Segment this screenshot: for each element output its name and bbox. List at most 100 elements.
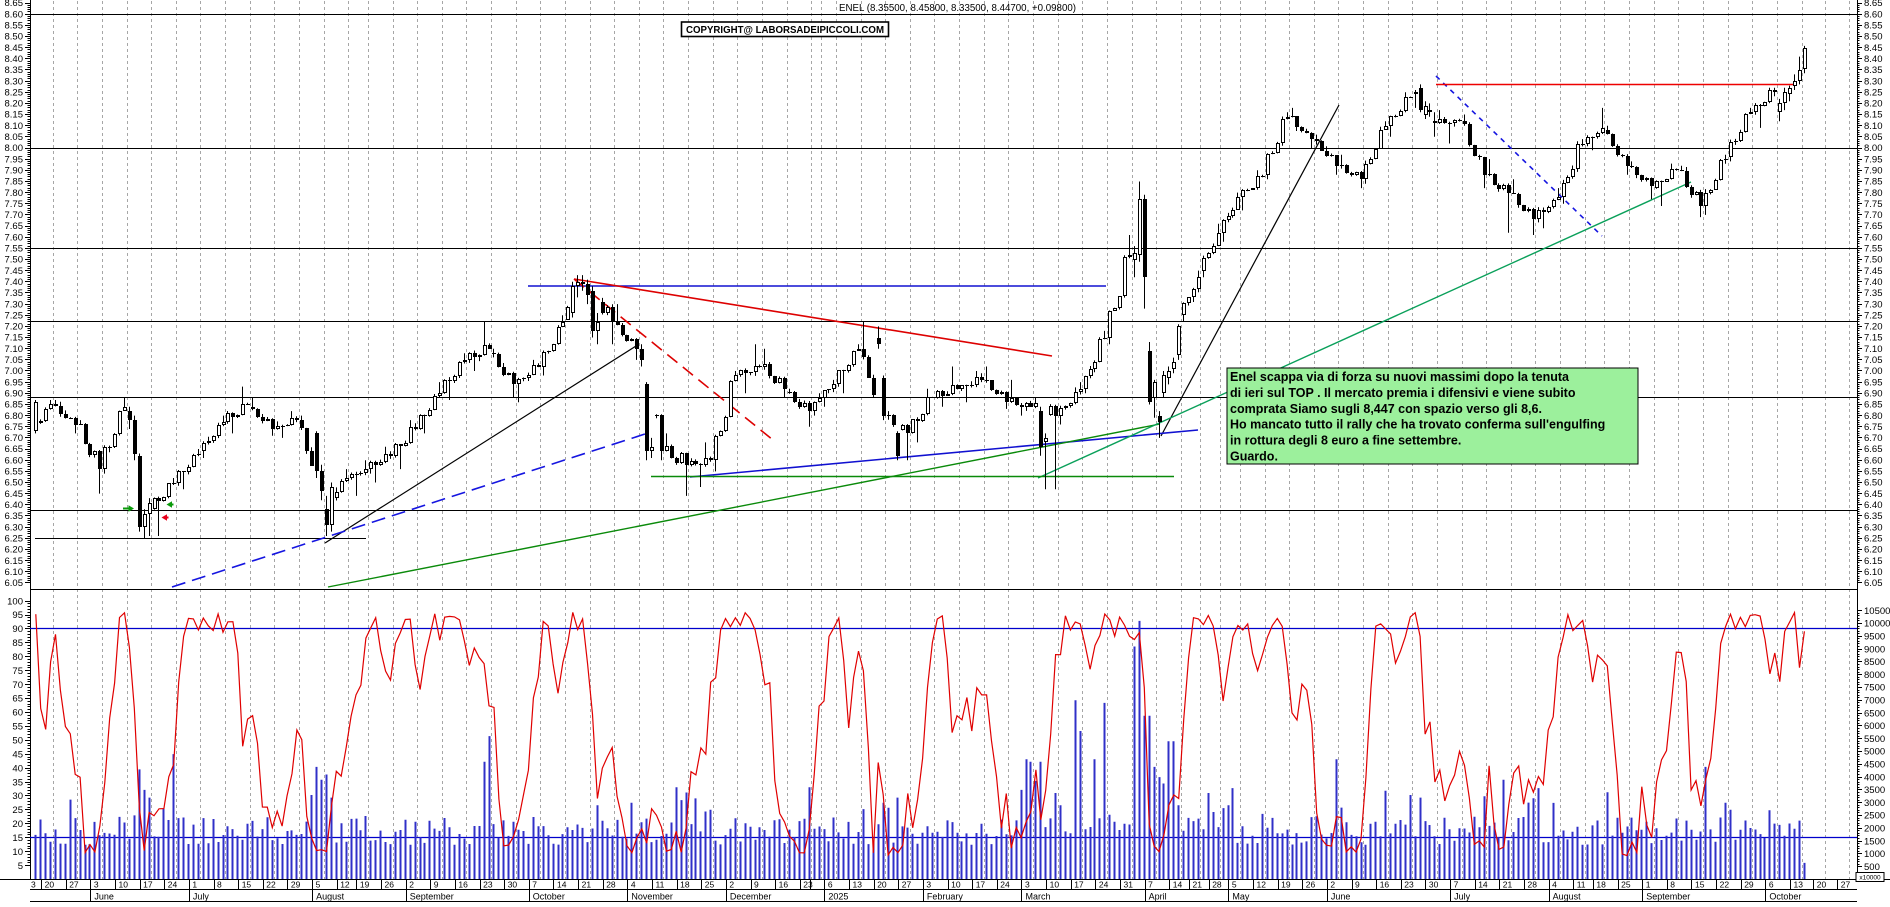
svg-text:29: 29 <box>1744 880 1754 890</box>
svg-text:3000: 3000 <box>1864 798 1885 809</box>
svg-text:6.80: 6.80 <box>1864 411 1883 422</box>
svg-text:8.40: 8.40 <box>5 54 24 65</box>
svg-text:8.45: 8.45 <box>5 43 24 54</box>
svg-text:June: June <box>94 891 114 901</box>
svg-text:10500: 10500 <box>1864 606 1890 617</box>
svg-text:8.05: 8.05 <box>5 132 24 143</box>
svg-text:3: 3 <box>31 880 36 890</box>
svg-text:7: 7 <box>532 880 537 890</box>
svg-text:5: 5 <box>316 880 321 890</box>
svg-text:60: 60 <box>12 708 23 719</box>
svg-text:July: July <box>193 891 210 901</box>
svg-text:8.25: 8.25 <box>1864 88 1883 99</box>
svg-text:8: 8 <box>217 880 222 890</box>
svg-text:June: June <box>1331 891 1351 901</box>
svg-text:6.30: 6.30 <box>1864 522 1883 533</box>
svg-text:6.65: 6.65 <box>1864 444 1883 455</box>
svg-text:6.60: 6.60 <box>5 455 24 466</box>
svg-text:March: March <box>1026 891 1051 901</box>
svg-text:2000: 2000 <box>1864 824 1885 835</box>
svg-text:9: 9 <box>754 880 759 890</box>
svg-text:8000: 8000 <box>1864 670 1885 681</box>
svg-text:6.25: 6.25 <box>5 534 24 545</box>
svg-text:8.10: 8.10 <box>1864 121 1883 132</box>
svg-text:5: 5 <box>1232 880 1237 890</box>
svg-text:6.45: 6.45 <box>1864 489 1883 500</box>
svg-text:1500: 1500 <box>1864 836 1885 847</box>
svg-text:di ieri sul TOP . Il mercato p: di ieri sul TOP . Il mercato premia i di… <box>1230 386 1576 400</box>
svg-text:15: 15 <box>242 880 252 890</box>
svg-text:16: 16 <box>458 880 468 890</box>
svg-text:8.25: 8.25 <box>5 88 24 99</box>
svg-text:7500: 7500 <box>1864 683 1885 694</box>
svg-text:x10000: x10000 <box>1859 875 1881 882</box>
svg-text:26: 26 <box>385 880 395 890</box>
svg-text:8500: 8500 <box>1864 657 1885 668</box>
svg-text:6.95: 6.95 <box>5 377 24 388</box>
svg-text:4500: 4500 <box>1864 760 1885 771</box>
svg-text:3: 3 <box>926 880 931 890</box>
svg-text:7.65: 7.65 <box>1864 221 1883 232</box>
svg-text:8.50: 8.50 <box>1864 32 1883 43</box>
svg-text:6500: 6500 <box>1864 708 1885 719</box>
svg-text:9: 9 <box>434 880 439 890</box>
svg-text:6.15: 6.15 <box>1864 556 1883 567</box>
svg-text:7.05: 7.05 <box>5 355 24 366</box>
svg-text:Ho mancato tutto il rally che: Ho mancato tutto il rally che ha trovato… <box>1230 418 1605 432</box>
svg-text:7.20: 7.20 <box>1864 322 1883 333</box>
svg-text:18: 18 <box>680 880 690 890</box>
svg-text:85: 85 <box>12 638 23 649</box>
svg-text:6.90: 6.90 <box>5 389 24 400</box>
svg-text:7.30: 7.30 <box>1864 299 1883 310</box>
svg-text:8.00: 8.00 <box>5 143 24 154</box>
svg-text:29: 29 <box>291 880 301 890</box>
svg-text:7.35: 7.35 <box>5 288 24 299</box>
svg-text:Enel scappa via di forza su nu: Enel scappa via di forza su nuovi massim… <box>1230 370 1570 384</box>
svg-text:7.55: 7.55 <box>5 244 24 255</box>
svg-text:23: 23 <box>1404 880 1414 890</box>
svg-text:30: 30 <box>508 880 518 890</box>
svg-text:7.15: 7.15 <box>1864 333 1883 344</box>
svg-text:7.65: 7.65 <box>5 221 24 232</box>
svg-text:August: August <box>1553 891 1582 901</box>
svg-text:6: 6 <box>1769 880 1774 890</box>
svg-text:7.70: 7.70 <box>5 210 24 221</box>
svg-text:8.15: 8.15 <box>5 110 24 121</box>
svg-text:comprata Siamo sugli 8,447 con: comprata Siamo sugli 8,447 con spazio ve… <box>1230 402 1542 416</box>
svg-text:31: 31 <box>1124 880 1134 890</box>
svg-text:25: 25 <box>12 805 23 816</box>
svg-text:6.15: 6.15 <box>5 556 24 567</box>
svg-text:7.70: 7.70 <box>1864 210 1883 221</box>
svg-text:8.15: 8.15 <box>1864 110 1883 121</box>
svg-text:27: 27 <box>902 880 912 890</box>
svg-text:8.60: 8.60 <box>5 9 24 20</box>
svg-text:6.85: 6.85 <box>5 400 24 411</box>
svg-text:8.00: 8.00 <box>1864 143 1883 154</box>
svg-text:July: July <box>1454 891 1471 901</box>
svg-text:7.90: 7.90 <box>5 166 24 177</box>
svg-text:25: 25 <box>1621 880 1631 890</box>
svg-text:50: 50 <box>12 736 23 747</box>
svg-text:500: 500 <box>1864 862 1880 873</box>
svg-text:7.55: 7.55 <box>1864 244 1883 255</box>
svg-text:21: 21 <box>1503 880 1513 890</box>
svg-text:August: August <box>316 891 345 901</box>
svg-text:8.55: 8.55 <box>1864 21 1883 32</box>
svg-text:10: 10 <box>119 880 129 890</box>
svg-text:17: 17 <box>1074 880 1084 890</box>
svg-text:7.95: 7.95 <box>1864 154 1883 165</box>
svg-text:7.80: 7.80 <box>1864 188 1883 199</box>
svg-text:8.30: 8.30 <box>1864 76 1883 87</box>
svg-text:6.05: 6.05 <box>1864 578 1883 589</box>
svg-text:8.35: 8.35 <box>5 65 24 76</box>
svg-text:14: 14 <box>557 880 567 890</box>
svg-text:16: 16 <box>1380 880 1390 890</box>
svg-text:10: 10 <box>12 847 23 858</box>
svg-text:75: 75 <box>12 666 23 677</box>
svg-text:19: 19 <box>360 880 370 890</box>
svg-text:8.05: 8.05 <box>1864 132 1883 143</box>
svg-text:October: October <box>1769 891 1801 901</box>
svg-text:24: 24 <box>1000 880 1010 890</box>
svg-text:12: 12 <box>1257 880 1267 890</box>
svg-text:20: 20 <box>1817 880 1827 890</box>
